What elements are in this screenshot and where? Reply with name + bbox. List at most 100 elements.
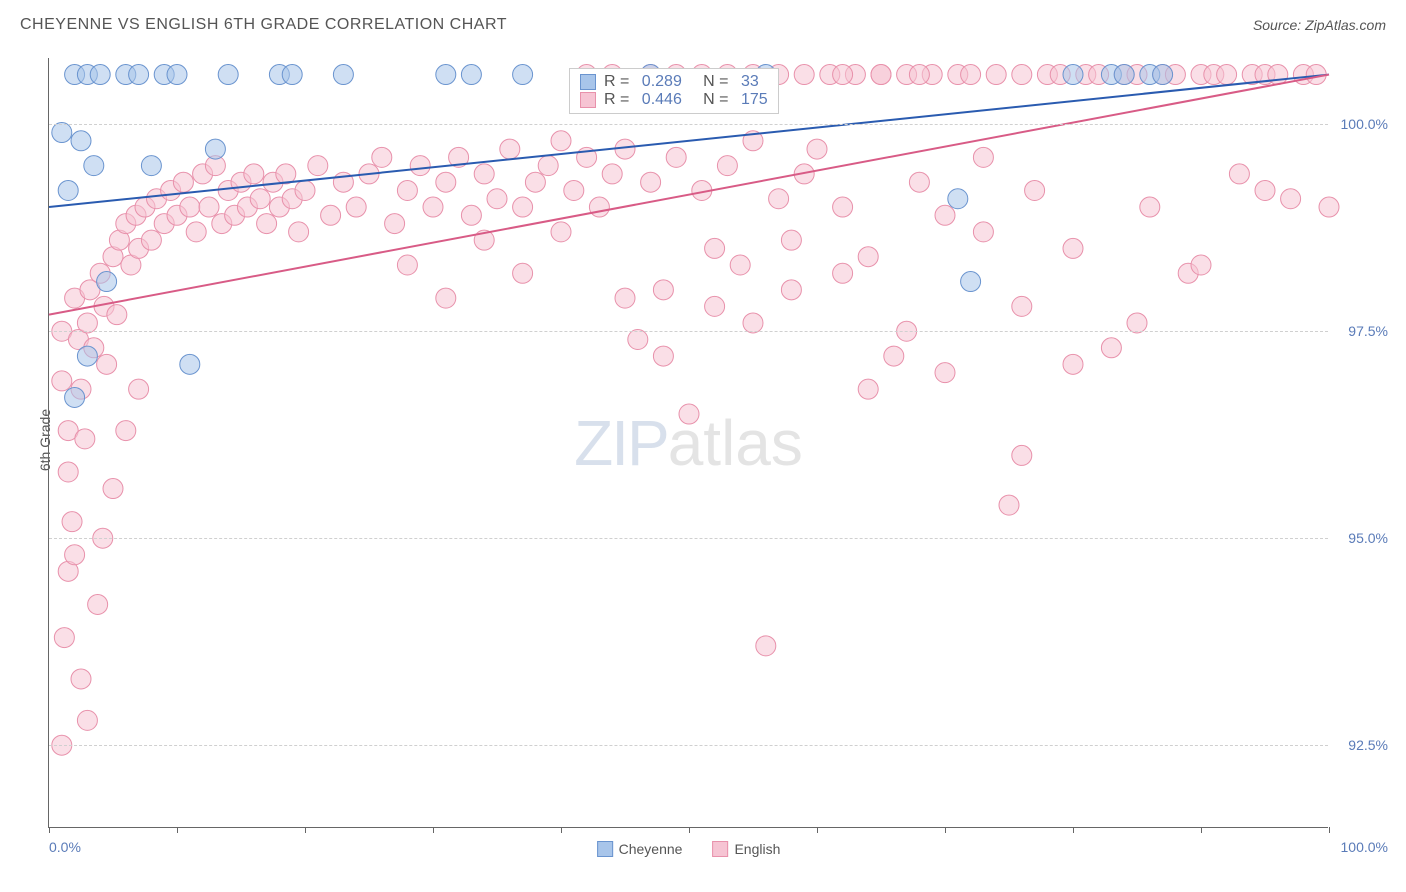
data-point	[705, 238, 725, 258]
x-tick	[49, 827, 50, 833]
data-point	[858, 247, 878, 267]
data-point	[653, 346, 673, 366]
x-tick	[945, 827, 946, 833]
data-point	[84, 156, 104, 176]
data-point	[1140, 197, 1160, 217]
data-point	[461, 205, 481, 225]
data-point	[833, 65, 853, 85]
data-point	[1319, 197, 1339, 217]
legend-row: R = 0.289 N = 33	[580, 73, 768, 91]
data-point	[1217, 65, 1237, 85]
legend-label: Cheyenne	[619, 841, 683, 857]
data-point	[551, 222, 571, 242]
gridline	[49, 538, 1328, 539]
data-point	[973, 222, 993, 242]
data-point	[77, 710, 97, 730]
data-point	[321, 205, 341, 225]
data-point	[474, 164, 494, 184]
data-point	[487, 189, 507, 209]
scatter-svg	[49, 58, 1328, 827]
data-point	[973, 147, 993, 167]
legend-swatch	[712, 841, 728, 857]
data-point	[666, 147, 686, 167]
data-point	[167, 65, 187, 85]
data-point	[436, 288, 456, 308]
data-point	[180, 197, 200, 217]
data-point	[602, 164, 622, 184]
data-point	[308, 156, 328, 176]
data-point	[1012, 445, 1032, 465]
data-point	[52, 371, 72, 391]
x-tick	[1201, 827, 1202, 833]
gridline	[49, 331, 1328, 332]
data-point	[858, 379, 878, 399]
data-point	[244, 164, 264, 184]
data-point	[52, 123, 72, 143]
chart-title: CHEYENNE VS ENGLISH 6TH GRADE CORRELATIO…	[20, 16, 507, 34]
data-point	[589, 197, 609, 217]
data-point	[781, 280, 801, 300]
data-point	[129, 65, 149, 85]
data-point	[935, 363, 955, 383]
x-axis-max-label: 100.0%	[1341, 839, 1388, 855]
data-point	[1127, 313, 1147, 333]
chart-header: CHEYENNE VS ENGLISH 6TH GRADE CORRELATIO…	[0, 0, 1406, 40]
x-axis-min-label: 0.0%	[49, 839, 81, 855]
data-point	[186, 222, 206, 242]
data-point	[948, 189, 968, 209]
data-point	[730, 255, 750, 275]
data-point	[77, 346, 97, 366]
data-point	[833, 197, 853, 217]
legend-swatch	[580, 92, 596, 108]
y-tick-label: 97.5%	[1333, 323, 1388, 339]
data-point	[1281, 189, 1301, 209]
data-point	[500, 139, 520, 159]
data-point	[180, 354, 200, 374]
data-point	[1025, 180, 1045, 200]
data-point	[705, 296, 725, 316]
x-tick	[561, 827, 562, 833]
x-tick	[817, 827, 818, 833]
data-point	[88, 594, 108, 614]
data-point	[65, 545, 85, 565]
data-point	[1229, 164, 1249, 184]
data-point	[282, 65, 302, 85]
data-point	[525, 172, 545, 192]
data-point	[58, 462, 78, 482]
data-point	[410, 156, 430, 176]
data-point	[397, 180, 417, 200]
data-point	[628, 330, 648, 350]
data-point	[781, 230, 801, 250]
data-point	[909, 65, 929, 85]
data-point	[141, 156, 161, 176]
plot-area: ZIPatlas R = 0.289 N = 33R = 0.446 N = 1…	[48, 58, 1328, 828]
data-point	[346, 197, 366, 217]
data-point	[653, 280, 673, 300]
data-point	[436, 65, 456, 85]
data-point	[999, 495, 1019, 515]
correlation-legend: R = 0.289 N = 33R = 0.446 N = 175	[569, 68, 779, 114]
chart-source: Source: ZipAtlas.com	[1253, 17, 1386, 33]
data-point	[333, 65, 353, 85]
legend-swatch	[580, 74, 596, 90]
data-point	[909, 172, 929, 192]
data-point	[397, 255, 417, 275]
x-tick	[433, 827, 434, 833]
data-point	[372, 147, 392, 167]
legend-swatch	[597, 841, 613, 857]
data-point	[141, 230, 161, 250]
data-point	[385, 214, 405, 234]
legend-label: English	[734, 841, 780, 857]
data-point	[54, 628, 74, 648]
data-point	[884, 346, 904, 366]
data-point	[103, 479, 123, 499]
data-point	[1063, 65, 1083, 85]
data-point	[961, 65, 981, 85]
data-point	[1063, 238, 1083, 258]
data-point	[71, 131, 91, 151]
data-point	[1191, 255, 1211, 275]
data-point	[717, 156, 737, 176]
data-point	[807, 139, 827, 159]
data-point	[513, 197, 533, 217]
data-point	[65, 387, 85, 407]
